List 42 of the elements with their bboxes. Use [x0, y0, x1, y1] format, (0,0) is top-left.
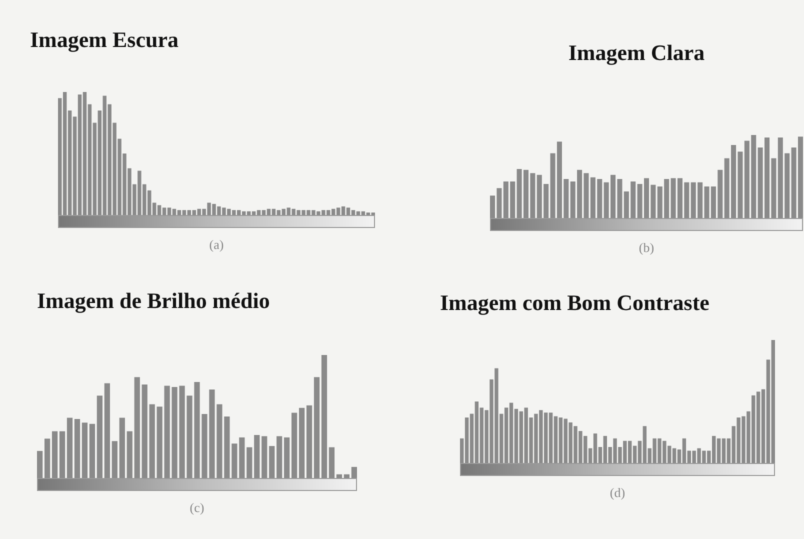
bar	[276, 436, 282, 478]
bar	[298, 408, 305, 478]
bar	[351, 466, 357, 478]
chart-title: Imagem de Brilho médio	[37, 288, 270, 313]
bar	[284, 437, 290, 478]
bar	[126, 431, 132, 478]
text: (a)	[208, 237, 225, 253]
chart-title: Imagem Escura	[30, 27, 178, 52]
bar	[232, 444, 238, 478]
bar	[134, 377, 140, 478]
bar	[112, 441, 118, 478]
bar	[66, 418, 73, 478]
bar	[119, 418, 125, 478]
text: (c)	[188, 500, 206, 516]
bar	[344, 474, 350, 478]
chart-title: Imagem com Bom Contraste	[440, 290, 710, 315]
bar	[292, 412, 298, 478]
bar	[52, 431, 58, 478]
bar	[96, 396, 102, 478]
bar	[239, 437, 245, 478]
text: (b)	[638, 240, 656, 256]
bar	[59, 431, 66, 478]
bar	[44, 438, 50, 478]
bar	[336, 474, 342, 478]
bar	[314, 377, 320, 478]
bar	[149, 404, 155, 478]
bar	[89, 424, 96, 478]
bar	[156, 406, 162, 478]
bar	[306, 405, 312, 478]
bar	[321, 355, 328, 478]
chart-title: Imagem Clara	[568, 40, 705, 65]
text: (d)	[608, 485, 626, 501]
bar	[246, 447, 252, 478]
bar	[269, 446, 275, 478]
bar	[254, 434, 260, 478]
bar	[74, 418, 80, 478]
bar	[82, 422, 88, 478]
bar	[142, 384, 148, 478]
bar	[262, 436, 268, 478]
bar	[328, 447, 335, 478]
bar	[104, 383, 110, 478]
bar	[37, 450, 43, 478]
